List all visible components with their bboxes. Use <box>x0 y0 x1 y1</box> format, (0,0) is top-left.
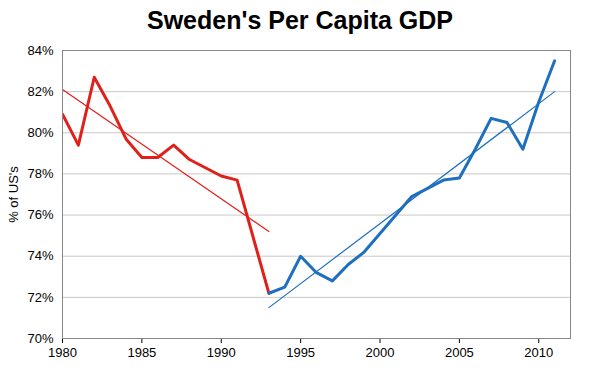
svg-text:2000: 2000 <box>366 345 395 360</box>
svg-text:% of US's: % of US's <box>6 166 21 223</box>
svg-text:76%: 76% <box>27 207 53 222</box>
html-text:Sweden's Per Capita GDP: Sweden's Per Capita GDP <box>147 6 453 34</box>
svg-text:2010: 2010 <box>524 345 553 360</box>
svg-text:84%: 84% <box>27 43 53 58</box>
svg-text:70%: 70% <box>27 331 53 346</box>
svg-text:1990: 1990 <box>207 345 236 360</box>
svg-text:82%: 82% <box>27 84 53 99</box>
svg-text:1980: 1980 <box>48 345 77 360</box>
svg-text:1985: 1985 <box>127 345 156 360</box>
svg-text:74%: 74% <box>27 248 53 263</box>
svg-text:78%: 78% <box>27 166 53 181</box>
svg-text:80%: 80% <box>27 125 53 140</box>
svg-text:2005: 2005 <box>445 345 474 360</box>
svg-text:72%: 72% <box>27 290 53 305</box>
svg-text:1995: 1995 <box>286 345 315 360</box>
